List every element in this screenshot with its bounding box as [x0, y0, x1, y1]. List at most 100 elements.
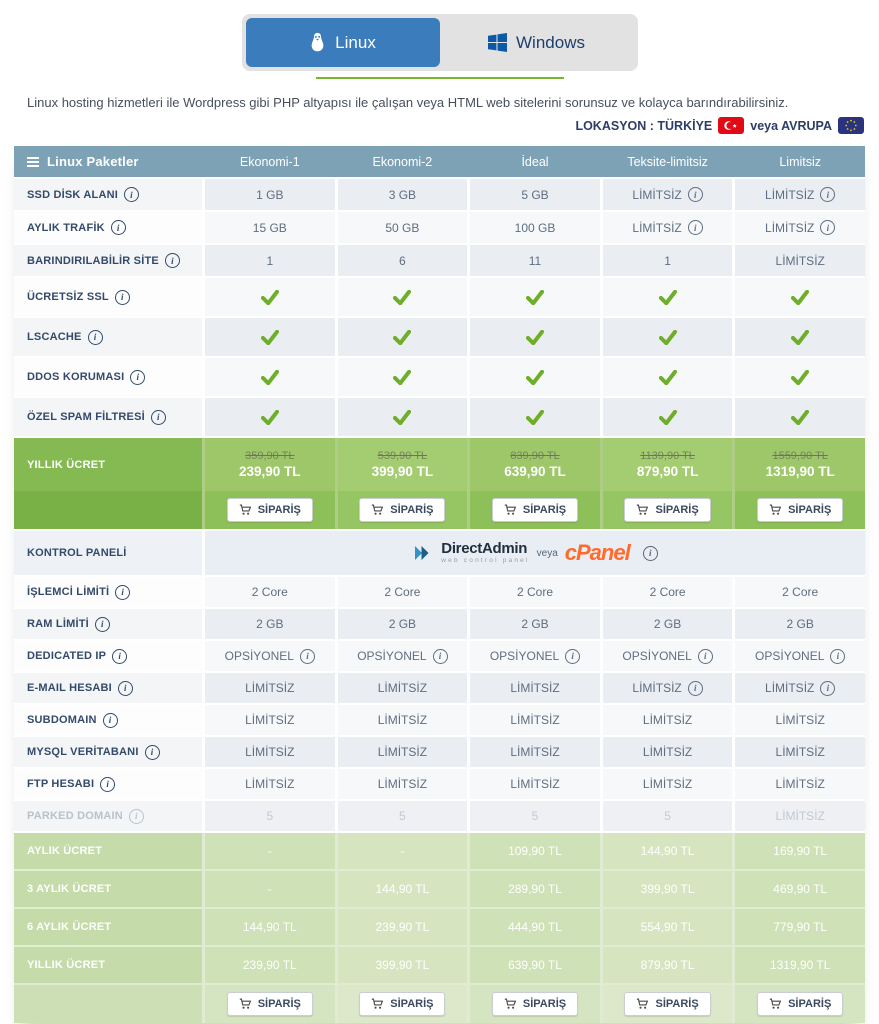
order-cell: SİPARİŞ — [602, 491, 733, 529]
info-icon[interactable] — [820, 680, 836, 696]
cart-icon — [239, 998, 251, 1009]
features-top-section: SSD DİSK ALANI 1 GB 3 GB 5 GB LİMİTSİZ L… — [14, 179, 865, 436]
order-button[interactable]: SİPARİŞ — [491, 498, 579, 522]
info-icon[interactable] — [100, 776, 116, 792]
info-icon[interactable] — [117, 680, 133, 696]
header-packages: Linux Paketler — [14, 146, 202, 177]
plan-cell: 2 Core — [470, 577, 600, 607]
info-icon[interactable] — [830, 648, 846, 664]
price-row-label: YILLIK ÜCRET — [14, 947, 202, 983]
plan-cell: 2 Core — [337, 577, 468, 607]
plan-cell — [205, 358, 335, 396]
header-packages-label: Linux Paketler — [47, 154, 139, 169]
order-button[interactable]: SİPARİŞ — [757, 498, 844, 522]
feature-label: RAM LİMİTİ — [14, 609, 202, 639]
feature-label: DEDICATED IP — [14, 641, 202, 671]
new-price: 239,90 TL — [239, 463, 301, 479]
cpanel-logo: cPanel — [564, 540, 631, 565]
info-icon[interactable] — [130, 369, 146, 385]
tab-underline — [315, 77, 564, 79]
plan-cell — [470, 358, 600, 396]
info-icon[interactable] — [820, 187, 836, 202]
header-plan: Ekonomi-2 — [372, 154, 433, 169]
order-button[interactable]: SİPARİŞ — [226, 992, 313, 1016]
info-icon[interactable] — [124, 187, 140, 202]
feature-row-subdomain: SUBDOMAIN LİMİTSİZ LİMİTSİZ LİMİTSİZ LİM… — [14, 705, 865, 735]
info-icon[interactable] — [697, 648, 713, 664]
info-icon[interactable] — [114, 289, 130, 305]
annual-price-cell: 539,90 TL 399,90 TL — [337, 438, 468, 491]
price-cell: 169,90 TL — [735, 833, 865, 869]
plan-cell: 2 GB — [735, 609, 865, 639]
price-cell: 779,90 TL — [735, 909, 865, 945]
info-icon[interactable] — [687, 680, 703, 696]
info-icon[interactable] — [820, 220, 836, 235]
plan-cell: LİMİTSİZ — [205, 737, 335, 767]
check-icon — [393, 289, 412, 305]
plan-cell: 2 Core — [735, 577, 865, 607]
feature-row-parked-domain: PARKED DOMAIN 5 5 5 5 LİMİTSİZ — [14, 801, 865, 831]
order-button[interactable]: SİPARİŞ — [359, 992, 446, 1016]
price-row-label: 6 AYLIK ÜCRET — [14, 909, 202, 945]
tab-linux[interactable]: Linux — [245, 18, 440, 67]
info-icon[interactable] — [432, 648, 448, 664]
panel-or-label: veya — [536, 547, 558, 559]
info-icon[interactable] — [110, 220, 126, 235]
order-button[interactable]: SİPARİŞ — [226, 498, 313, 522]
feature-label: DDOS KORUMASI — [14, 358, 202, 396]
info-icon[interactable] — [299, 648, 315, 664]
order-cell: SİPARİŞ — [337, 491, 468, 529]
price-cell: 1319,90 TL — [735, 947, 865, 983]
info-icon[interactable] — [102, 712, 118, 728]
info-icon[interactable] — [87, 329, 103, 345]
order-row-spacer — [14, 985, 202, 1023]
info-icon[interactable] — [687, 220, 703, 235]
order-button[interactable]: SİPARİŞ — [624, 498, 711, 522]
info-icon[interactable] — [642, 545, 658, 561]
plan-cell: 1 GB — [205, 179, 335, 210]
order-button[interactable]: SİPARİŞ — [359, 498, 446, 522]
plan-cell: OPSİYONEL — [735, 641, 865, 671]
info-icon[interactable] — [150, 409, 166, 425]
plan-cell — [735, 318, 865, 356]
feature-row-traffic: AYLIK TRAFİK 15 GB 50 GB 100 GB LİMİTSİZ… — [14, 212, 865, 243]
new-price: 879,90 TL — [636, 463, 699, 479]
info-icon[interactable] — [128, 808, 144, 824]
check-icon — [525, 289, 544, 305]
feature-row-ftp: FTP HESABI LİMİTSİZ LİMİTSİZ LİMİTSİZ Lİ… — [14, 769, 865, 799]
cart-icon — [769, 504, 782, 515]
info-icon[interactable] — [565, 648, 581, 664]
plan-cell: 6 — [337, 245, 468, 276]
check-icon — [260, 409, 279, 425]
feature-label: ÖZEL SPAM FİLTRESİ — [14, 398, 202, 436]
price-cell: 144,90 TL — [205, 909, 335, 945]
plan-cell: 5 — [205, 801, 335, 831]
order-row-spacer — [14, 491, 202, 529]
check-icon — [260, 289, 279, 305]
feature-row-mysql: MYSQL VERİTABANI LİMİTSİZ LİMİTSİZ LİMİT… — [14, 737, 865, 767]
tab-windows[interactable]: Windows — [440, 18, 634, 67]
plan-cell: 3 GB — [337, 179, 468, 210]
info-icon[interactable] — [115, 584, 131, 600]
plan-cell: LİMİTSİZ — [602, 179, 733, 210]
info-icon[interactable] — [144, 744, 160, 760]
feature-label: MYSQL VERİTABANI — [14, 737, 202, 767]
check-icon — [393, 329, 412, 345]
info-icon[interactable] — [94, 616, 110, 632]
info-icon[interactable] — [112, 648, 128, 664]
cart-icon — [637, 998, 649, 1009]
price-cell: 144,90 TL — [337, 871, 468, 907]
order-button[interactable]: SİPARİŞ — [624, 992, 711, 1016]
check-icon — [658, 369, 677, 385]
check-icon — [525, 329, 544, 345]
feature-label: SUBDOMAIN — [14, 705, 202, 735]
info-icon[interactable] — [687, 187, 703, 202]
order-button[interactable]: SİPARİŞ — [757, 992, 844, 1016]
header-plan: Limitsiz — [779, 154, 822, 169]
plan-cell — [337, 318, 468, 356]
check-icon — [791, 289, 810, 305]
order-button[interactable]: SİPARİŞ — [491, 992, 579, 1016]
info-icon[interactable] — [164, 253, 180, 268]
plan-cell: 5 GB — [470, 179, 600, 210]
plan-cell: LİMİTSİZ — [735, 769, 865, 799]
